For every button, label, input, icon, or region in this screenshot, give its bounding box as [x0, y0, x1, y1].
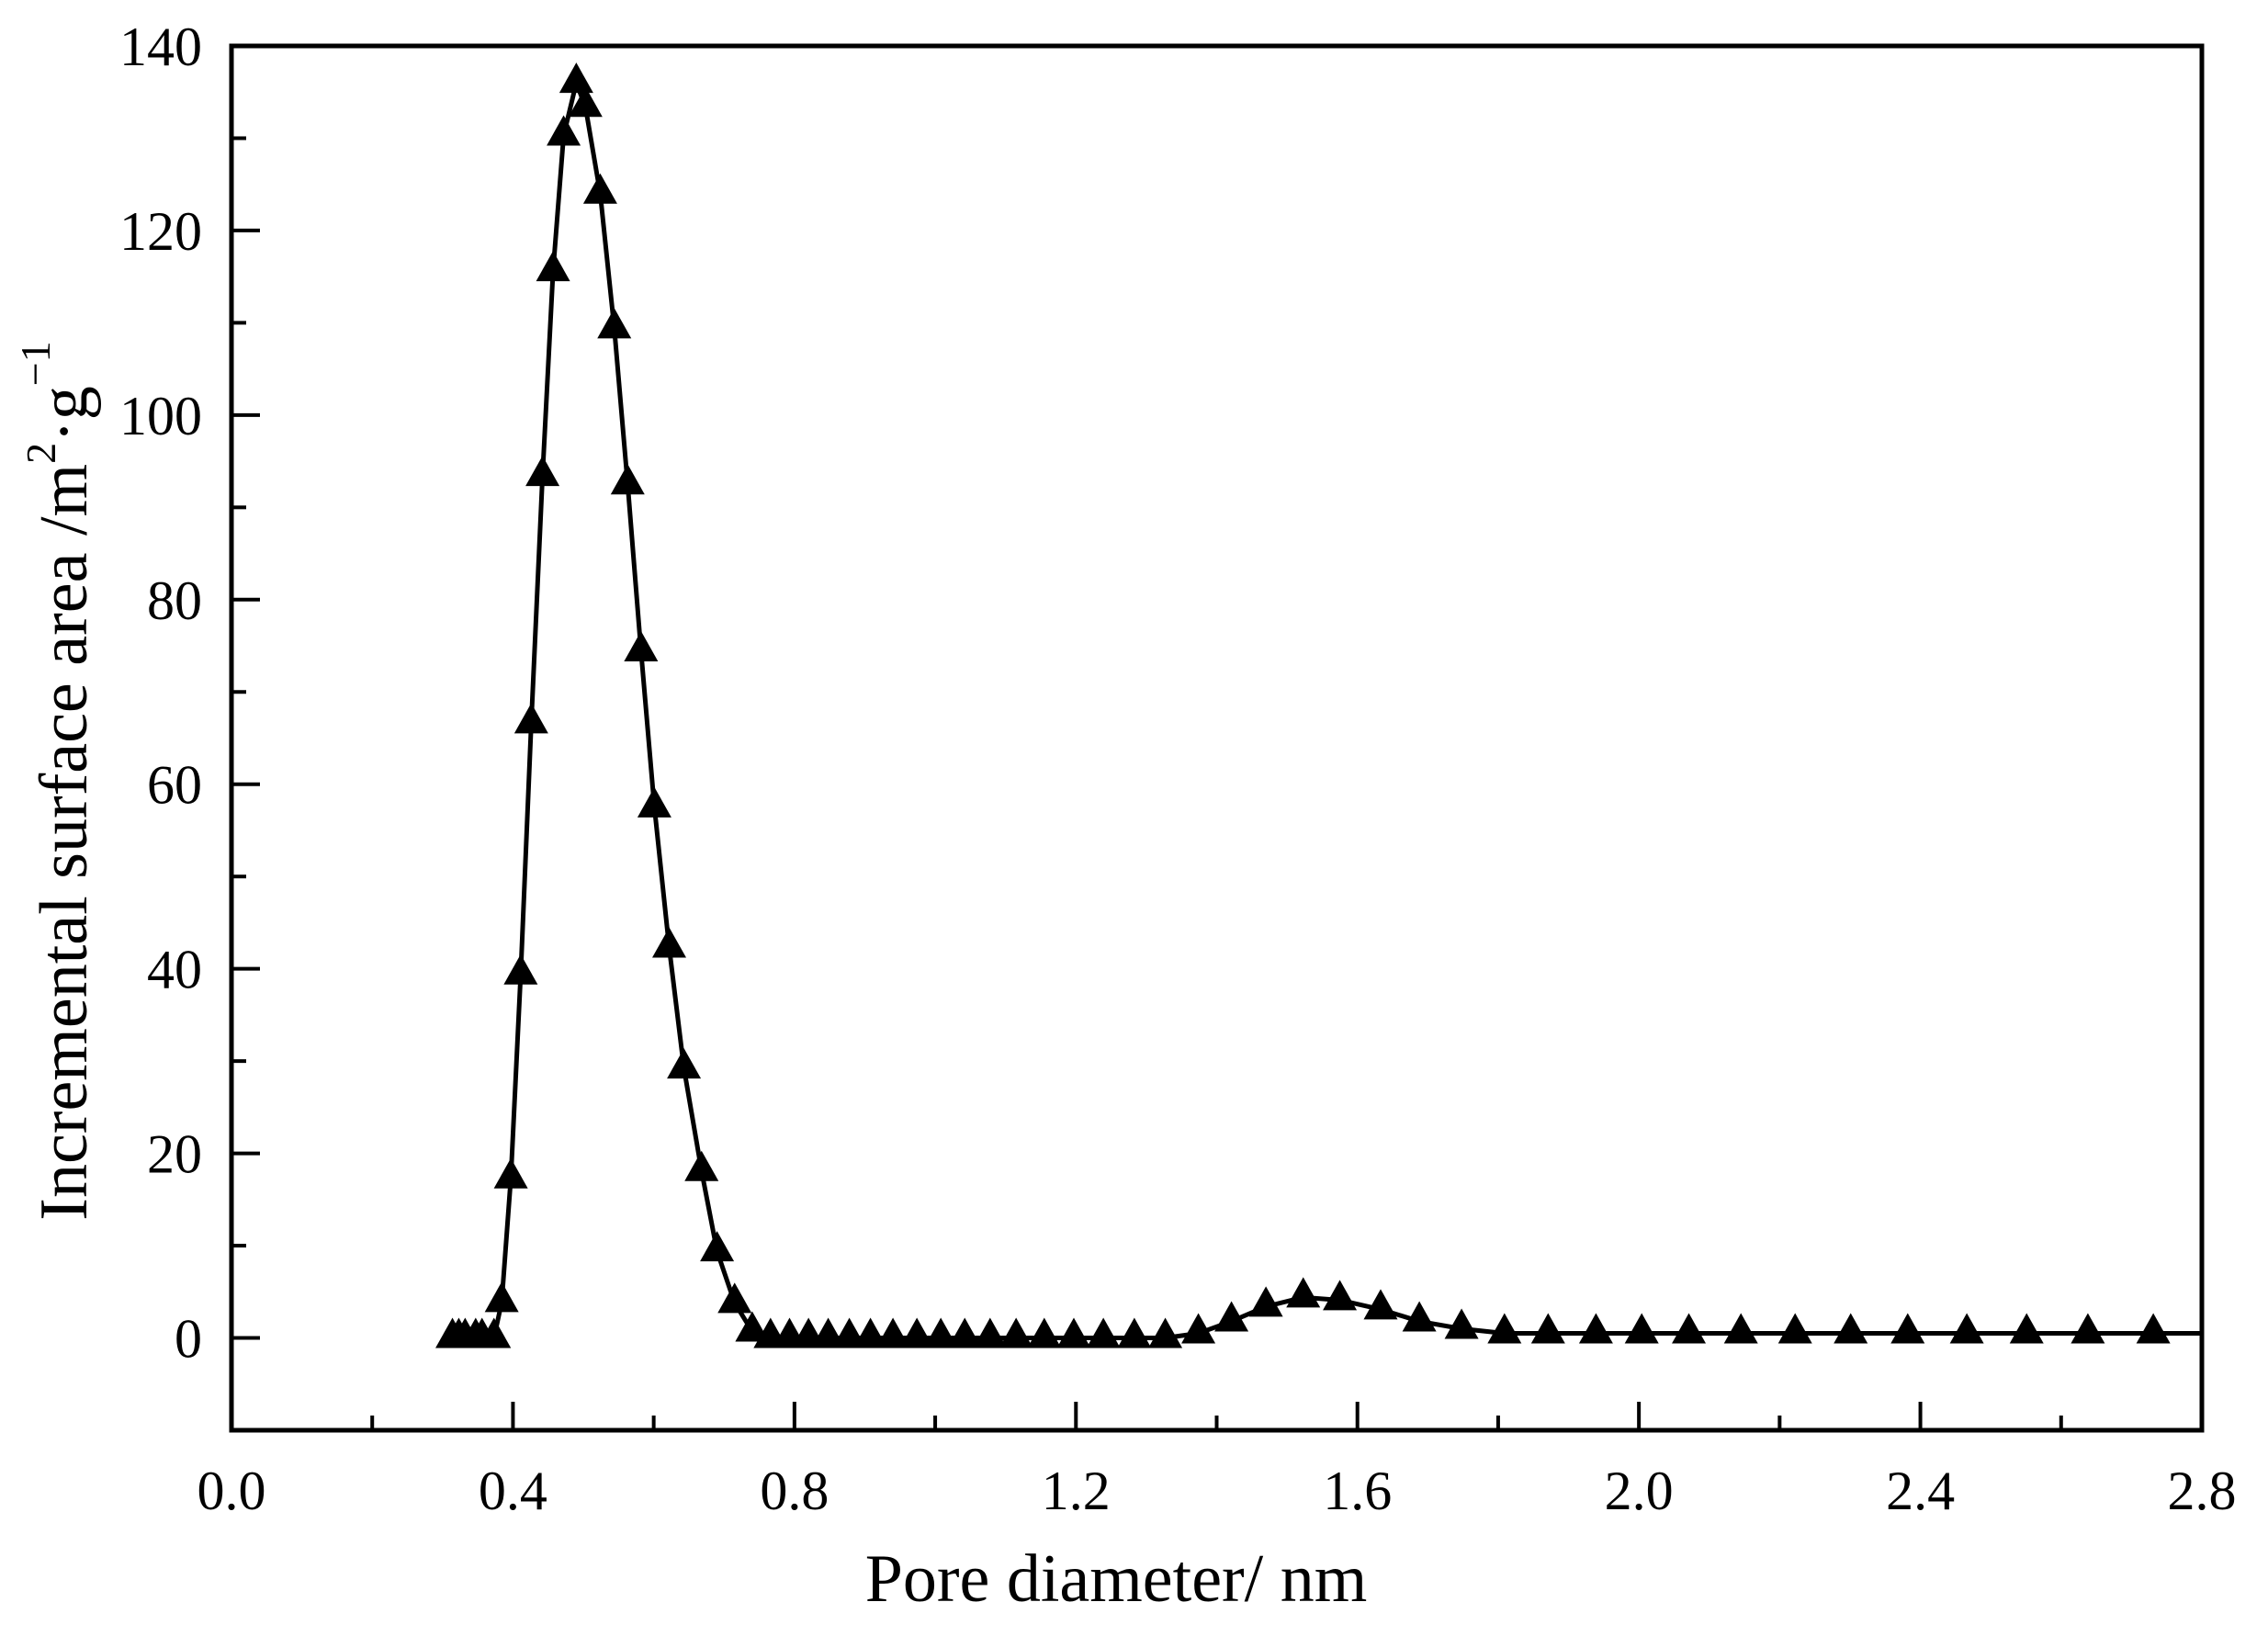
- triangle-marker-icon: [637, 786, 671, 818]
- y-tick-label: 0: [175, 1309, 202, 1370]
- triangle-marker-icon: [923, 1317, 958, 1348]
- triangle-marker-icon: [735, 1311, 770, 1342]
- y-tick-label: 140: [119, 17, 202, 77]
- x-tick-label: 2.8: [2168, 1461, 2237, 1521]
- triangle-marker-icon: [624, 631, 659, 662]
- data-series: [435, 62, 2202, 1348]
- triangle-marker-icon: [1286, 1277, 1321, 1308]
- triangle-marker-icon: [1363, 1289, 1398, 1320]
- x-tick-label: 0.8: [760, 1461, 829, 1521]
- triangle-marker-icon: [503, 953, 538, 985]
- triangle-marker-icon: [1624, 1313, 1659, 1344]
- y-axis-title: Incremental surface area /m2·g−1: [12, 341, 102, 1220]
- x-axis-title: Pore diameter/ nm: [865, 1541, 1368, 1617]
- y-axis-title-mid: ·g: [27, 386, 102, 443]
- y-tick-label: 80: [147, 570, 202, 631]
- x-tick-label: 0.0: [197, 1461, 266, 1521]
- triangle-marker-icon: [1444, 1308, 1479, 1339]
- triangle-marker-icon: [717, 1282, 752, 1314]
- triangle-marker-icon: [999, 1317, 1033, 1348]
- triangle-marker-icon: [1402, 1301, 1437, 1332]
- triangle-marker-icon: [2009, 1313, 2044, 1344]
- triangle-marker-icon: [667, 1048, 702, 1079]
- triangle-marker-icon: [568, 86, 603, 118]
- triangle-marker-icon: [1214, 1301, 1249, 1332]
- triangle-marker-icon: [1578, 1313, 1613, 1344]
- x-tick-label: 1.2: [1042, 1461, 1111, 1521]
- triangle-marker-icon: [1323, 1280, 1358, 1311]
- x-tick-label: 2.4: [1886, 1461, 1955, 1521]
- x-tick-label: 2.0: [1605, 1461, 1674, 1521]
- triangle-marker-icon: [1487, 1313, 1522, 1344]
- y-axis-title-sup-minus-1: −1: [12, 341, 59, 386]
- series-line: [452, 80, 2202, 1341]
- triangle-marker-icon: [700, 1231, 735, 1262]
- triangle-marker-icon: [582, 173, 617, 204]
- y-tick-label: 60: [147, 755, 202, 816]
- triangle-marker-icon: [684, 1150, 719, 1181]
- triangle-marker-icon: [1530, 1313, 1565, 1344]
- triangle-marker-icon: [1777, 1313, 1812, 1344]
- triangle-marker-icon: [1181, 1313, 1216, 1344]
- triangle-marker-icon: [536, 251, 570, 282]
- triangle-marker-icon: [2136, 1313, 2171, 1344]
- y-tick-label: 100: [119, 386, 202, 446]
- triangle-marker-icon: [525, 456, 560, 487]
- triangle-marker-icon: [547, 115, 581, 146]
- triangle-marker-icon: [853, 1317, 888, 1348]
- triangle-marker-icon: [1117, 1317, 1152, 1348]
- triangle-marker-icon: [973, 1317, 1008, 1348]
- y-tick-labels: 0 20 40 60 80 100 120 140: [119, 17, 202, 1370]
- triangle-marker-icon: [1890, 1313, 1925, 1344]
- triangle-marker-icon: [651, 927, 686, 958]
- triangle-marker-icon: [1027, 1317, 1062, 1348]
- triangle-marker-icon: [493, 1157, 528, 1189]
- triangle-marker-icon: [875, 1317, 910, 1348]
- x-tick-label: 0.4: [479, 1461, 547, 1521]
- x-tick-labels: 0.0 0.4 0.8 1.2 1.6 2.0 2.4 2.8: [197, 1461, 2237, 1521]
- triangle-marker-icon: [484, 1281, 519, 1313]
- triangle-marker-icon: [947, 1317, 982, 1348]
- triangle-marker-icon: [513, 703, 548, 734]
- triangle-marker-icon: [2071, 1313, 2105, 1344]
- y-axis-title-sup-2: 2: [17, 443, 64, 464]
- triangle-marker-icon: [899, 1317, 934, 1348]
- triangle-marker-icon: [1056, 1317, 1091, 1348]
- triangle-marker-icon: [597, 308, 632, 339]
- triangle-marker-icon: [1148, 1317, 1183, 1348]
- triangle-marker-icon: [610, 464, 645, 495]
- y-axis-title-base: Incremental surface area /m: [27, 464, 102, 1221]
- triangle-marker-icon: [1834, 1313, 1868, 1344]
- y-tick-label: 120: [119, 201, 202, 262]
- y-tick-label: 40: [147, 940, 202, 1000]
- triangle-marker-icon: [1086, 1317, 1121, 1348]
- triangle-marker-icon: [1949, 1313, 1984, 1344]
- triangle-marker-icon: [559, 62, 593, 94]
- x-tick-label: 1.6: [1323, 1461, 1392, 1521]
- triangle-marker-icon: [1672, 1313, 1707, 1344]
- axis-ticks: [230, 44, 2204, 1430]
- triangle-marker-icon: [1723, 1313, 1758, 1344]
- triangle-marker-icon: [477, 1317, 512, 1348]
- y-tick-label: 20: [147, 1124, 202, 1185]
- triangle-marker-icon: [1248, 1286, 1283, 1317]
- plot-frame: [229, 43, 2205, 1433]
